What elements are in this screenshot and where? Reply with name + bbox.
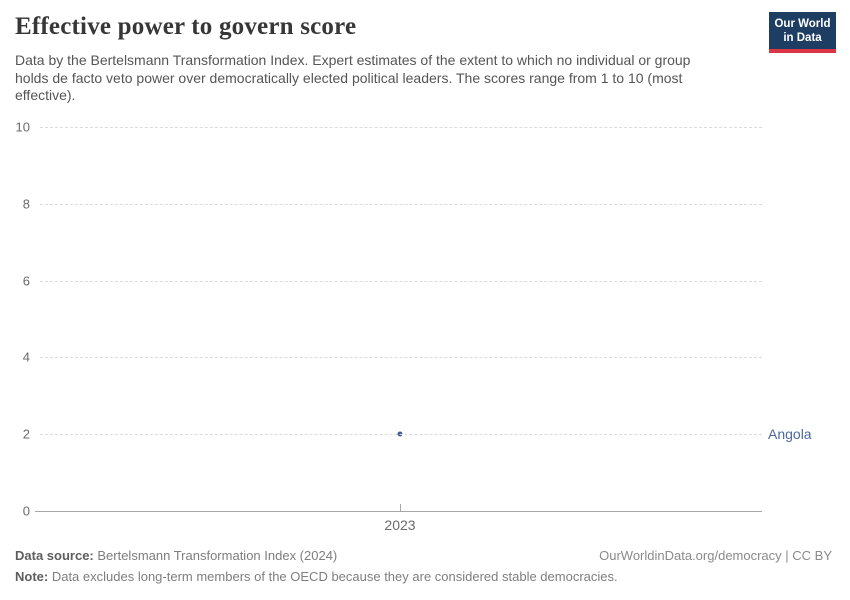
x-axis-tick-label: 2023 xyxy=(384,517,416,533)
y-axis-tick-label: 10 xyxy=(15,119,30,135)
y-gridline xyxy=(40,203,762,205)
y-axis-tick-label: 4 xyxy=(22,349,30,365)
y-axis-tick-label: 0 xyxy=(22,503,30,519)
subtitle-line: holds de facto veto power over democrati… xyxy=(15,69,683,86)
y-gridline xyxy=(40,280,762,282)
footer-rights-link[interactable]: OurWorldinData.org/democracy | CC BY xyxy=(599,548,832,563)
footer-source-text: Bertelsmann Transformation Index (2024) xyxy=(93,548,338,563)
entity-label-angola[interactable]: Angola xyxy=(768,426,812,443)
y-axis-tick-label: 2 xyxy=(22,426,30,442)
subtitle-line: Data by the Bertelsmann Transformation I… xyxy=(15,52,691,68)
owid-logo-line2: in Data xyxy=(783,32,822,44)
subtitle-line: effective). xyxy=(15,87,76,103)
chart-title: Effective power to govern score xyxy=(15,13,357,40)
y-gridline xyxy=(40,434,762,436)
footer-note-line: Note: Data excludes long-term members of… xyxy=(15,569,618,584)
footer-source-label: Data source: xyxy=(15,548,94,563)
footer-note-text: Data excludes long-term members of the O… xyxy=(48,569,618,584)
owid-logo[interactable]: Our World in Data xyxy=(769,12,836,53)
y-gridline xyxy=(40,357,762,359)
y-axis-tick-label: 8 xyxy=(22,196,30,212)
footer-note-label: Note: xyxy=(15,569,49,584)
x-axis-tick-mark xyxy=(400,504,401,511)
chart-subtitle: Data by the Bertelsmann Transformation I… xyxy=(15,52,690,105)
y-gridline xyxy=(40,127,762,128)
y-axis-tick-label: 6 xyxy=(22,273,30,289)
owid-logo-line1: Our World xyxy=(774,18,831,30)
footer-source-line: Data source: Bertelsmann Transformation … xyxy=(15,548,337,563)
x-axis-line xyxy=(35,511,762,512)
